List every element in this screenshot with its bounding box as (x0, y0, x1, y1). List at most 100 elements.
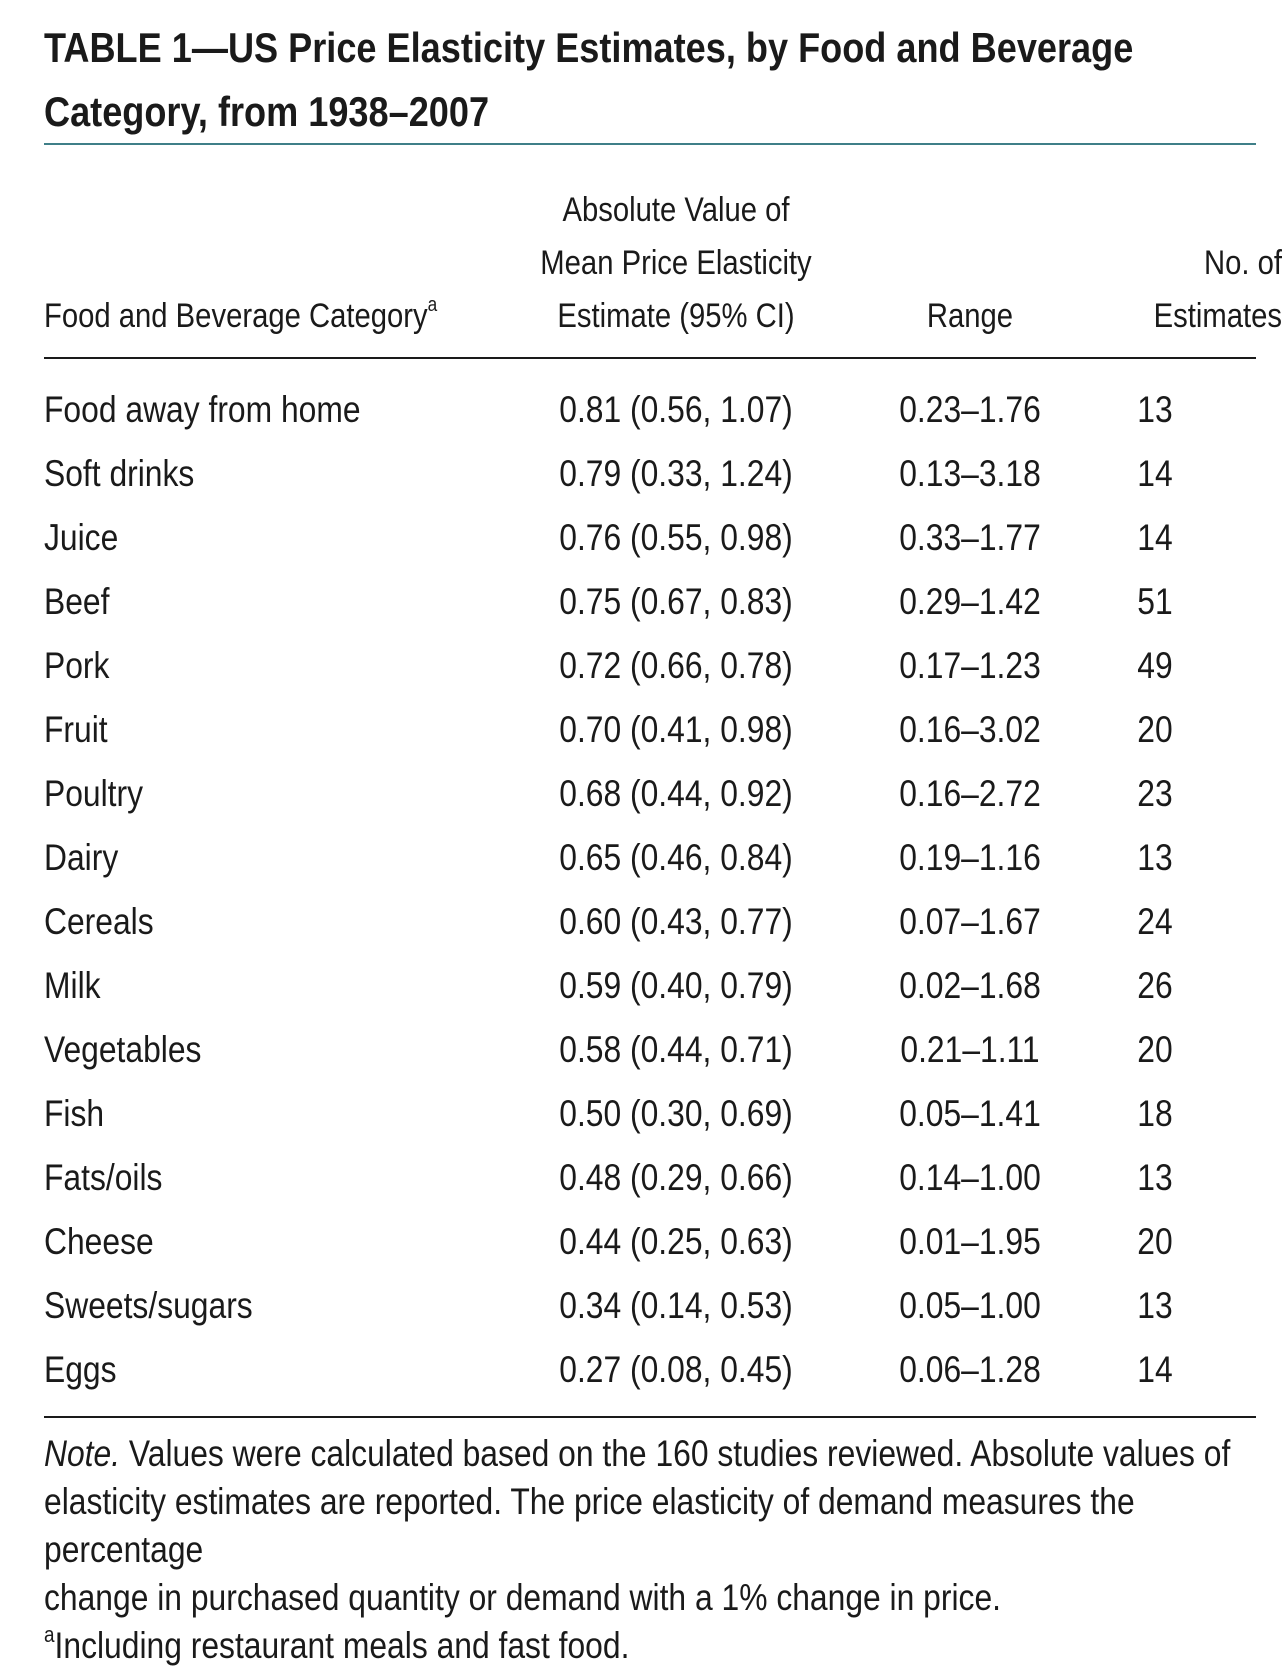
range-cell: 0.23–1.76 (899, 389, 1041, 430)
table-body: Food away from home 0.81 (0.56, 1.07) 0.23… (0, 378, 1282, 1402)
mean-elasticity-cell: 0.59 (0.40, 0.79) (559, 965, 793, 1006)
column-header-label: Food and Beverage Categorya (44, 294, 438, 335)
mean-elasticity-cell: 0.50 (0.30, 0.69) (559, 1093, 793, 1134)
range-cell: 0.05–1.00 (899, 1285, 1041, 1326)
estimate-count-cell: 51 (1137, 581, 1173, 622)
table-row: Fats/oils 0.48 (0.29, 0.66) 0.14–1.00 13 (0, 1146, 1282, 1210)
table-title-line: TABLE 1—US Price Elasticity Estimates, b… (44, 24, 1134, 71)
table-row: Fruit 0.70 (0.41, 0.98) 0.16–3.02 20 (0, 698, 1282, 762)
mean-elasticity-cell: 0.70 (0.41, 0.98) (559, 709, 793, 750)
table-row: Cereals 0.60 (0.43, 0.77) 0.07–1.67 24 (0, 890, 1282, 954)
mean-elasticity-cell: 0.79 (0.33, 1.24) (559, 453, 793, 494)
mean-elasticity-cell: 0.68 (0.44, 0.92) (559, 773, 793, 814)
note-text: change in purchased quantity or demand w… (44, 1577, 1001, 1618)
estimate-count-cell: 14 (1137, 1349, 1173, 1390)
estimate-count-cell: 20 (1137, 709, 1173, 750)
table-row: Dairy 0.65 (0.46, 0.84) 0.19–1.16 13 (0, 826, 1282, 890)
table-row: Fish 0.50 (0.30, 0.69) 0.05–1.41 18 (0, 1082, 1282, 1146)
title-rule (44, 143, 1256, 145)
range-cell: 0.16–2.72 (899, 773, 1041, 814)
footnote-marker: a (427, 294, 438, 316)
range-cell: 0.07–1.67 (899, 901, 1041, 942)
range-cell: 0.01–1.95 (899, 1221, 1041, 1262)
table-row: Food away from home 0.81 (0.56, 1.07) 0.23… (0, 378, 1282, 442)
category-cell: Cereals (44, 901, 154, 942)
table-row: Eggs 0.27 (0.08, 0.45) 0.06–1.28 14 (0, 1338, 1282, 1402)
estimate-count-cell: 26 (1137, 965, 1173, 1006)
range-cell: 0.14–1.00 (899, 1157, 1041, 1198)
estimate-count-cell: 20 (1137, 1029, 1173, 1070)
table-row: Beef 0.75 (0.67, 0.83) 0.29–1.42 51 (0, 570, 1282, 634)
mean-elasticity-cell: 0.72 (0.66, 0.78) (559, 645, 793, 686)
estimate-count-cell: 20 (1137, 1221, 1173, 1262)
table-title: TABLE 1—US Price Elasticity Estimates, b… (44, 16, 1134, 144)
category-cell: Pork (44, 645, 110, 686)
note-label: Note. (44, 1433, 121, 1474)
category-cell: Poultry (44, 773, 144, 814)
estimate-count-cell: 18 (1137, 1093, 1173, 1134)
estimate-count-cell: 23 (1137, 773, 1173, 814)
range-cell: 0.19–1.16 (899, 837, 1041, 878)
estimate-count-cell: 14 (1137, 453, 1173, 494)
table-title-line: Category, from 1938–2007 (44, 88, 490, 135)
footnote: aIncluding restaurant meals and fast foo… (44, 1622, 630, 1667)
column-header-line: No. of (1203, 244, 1282, 282)
mean-elasticity-cell: 0.75 (0.67, 0.83) (559, 581, 793, 622)
mean-elasticity-cell: 0.81 (0.56, 1.07) (559, 389, 793, 430)
table-row: Juice 0.76 (0.55, 0.98) 0.33–1.77 14 (0, 506, 1282, 570)
category-cell: Fruit (44, 709, 108, 750)
column-header-category: Food and Beverage Categorya (44, 290, 437, 343)
range-cell: 0.06–1.28 (899, 1349, 1041, 1390)
category-cell: Fish (44, 1093, 105, 1134)
range-cell: 0.17–1.23 (899, 645, 1041, 686)
category-cell: Cheese (44, 1221, 154, 1262)
table-page: TABLE 1—US Price Elasticity Estimates, b… (0, 16, 1282, 1666)
estimate-count-cell: 13 (1137, 837, 1173, 878)
range-cell: 0.16–3.02 (899, 709, 1041, 750)
table-row: Cheese 0.44 (0.25, 0.63) 0.01–1.95 20 (0, 1210, 1282, 1274)
column-header-line: Estimate (95% CI) (557, 297, 795, 335)
column-header-count: No. of Estimates (1110, 237, 1282, 343)
range-cell: 0.02–1.68 (899, 965, 1041, 1006)
category-cell: Eggs (44, 1349, 117, 1390)
range-cell: 0.13–3.18 (899, 453, 1041, 494)
category-cell: Sweets/sugars (44, 1285, 253, 1326)
mean-elasticity-cell: 0.60 (0.43, 0.77) (559, 901, 793, 942)
table-row: Vegetables 0.58 (0.44, 0.71) 0.21–1.11 20 (0, 1018, 1282, 1082)
mean-elasticity-cell: 0.48 (0.29, 0.66) (559, 1157, 793, 1198)
header-rule (44, 357, 1256, 359)
estimate-count-cell: 13 (1137, 389, 1173, 430)
mean-elasticity-cell: 0.58 (0.44, 0.71) (559, 1029, 793, 1070)
note-text: elasticity estimates are reported. The p… (44, 1481, 1135, 1570)
footer-rule (44, 1416, 1256, 1418)
range-cell: 0.05–1.41 (899, 1093, 1041, 1134)
estimate-count-cell: 24 (1137, 901, 1173, 942)
footnote-marker: a (44, 1622, 55, 1647)
mean-elasticity-cell: 0.27 (0.08, 0.45) (559, 1349, 793, 1390)
column-header-line: Mean Price Elasticity (540, 244, 812, 282)
note-text: Note. Values were calculated based on th… (44, 1433, 1231, 1474)
table-note: Note. Values were calculated based on th… (44, 1430, 1257, 1670)
estimate-count-cell: 49 (1137, 645, 1173, 686)
category-cell: Soft drinks (44, 453, 195, 494)
category-cell: Vegetables (44, 1029, 202, 1070)
mean-elasticity-cell: 0.76 (0.55, 0.98) (559, 517, 793, 558)
column-header-range: Range (926, 297, 1014, 335)
range-cell: 0.33–1.77 (899, 517, 1041, 558)
table-row: Poultry 0.68 (0.44, 0.92) 0.16–2.72 23 (0, 762, 1282, 826)
range-cell: 0.21–1.11 (900, 1029, 1040, 1070)
category-cell: Food away from home (44, 389, 361, 430)
estimate-count-cell: 13 (1137, 1285, 1173, 1326)
column-header-mean: Absolute Value of Mean Price Elasticity … (504, 184, 848, 343)
table-row: Soft drinks 0.79 (0.33, 1.24) 0.13–3.18 14 (0, 442, 1282, 506)
table-row: Sweets/sugars 0.34 (0.14, 0.53) 0.05–1.00 1… (0, 1274, 1282, 1338)
mean-elasticity-cell: 0.44 (0.25, 0.63) (559, 1221, 793, 1262)
mean-elasticity-cell: 0.34 (0.14, 0.53) (559, 1285, 793, 1326)
category-cell: Fats/oils (44, 1157, 163, 1198)
category-cell: Juice (44, 517, 119, 558)
table-row: Pork 0.72 (0.66, 0.78) 0.17–1.23 49 (0, 634, 1282, 698)
range-cell: 0.29–1.42 (899, 581, 1041, 622)
category-cell: Milk (44, 965, 101, 1006)
table-row: Milk 0.59 (0.40, 0.79) 0.02–1.68 26 (0, 954, 1282, 1018)
category-cell: Dairy (44, 837, 119, 878)
